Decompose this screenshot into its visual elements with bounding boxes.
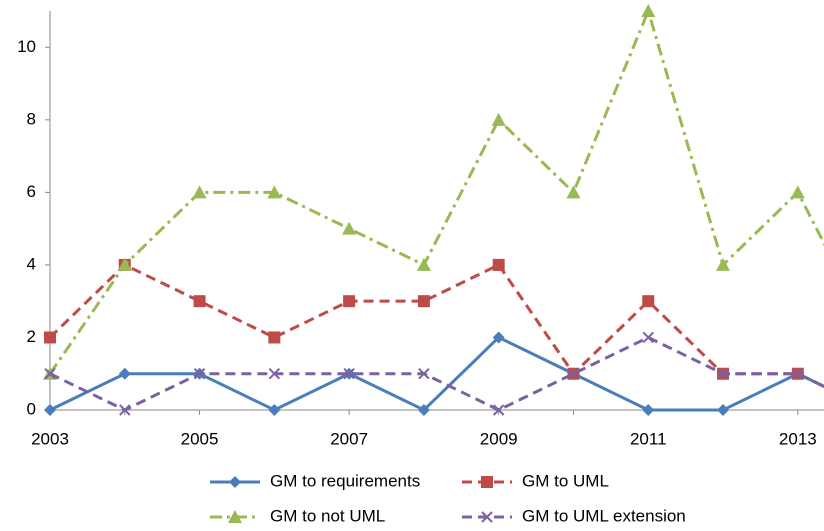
data-point xyxy=(792,368,804,380)
data-point xyxy=(567,368,580,380)
x-tick-label: 2011 xyxy=(630,429,667,448)
data-point xyxy=(44,404,56,416)
legend-item: GM to UML xyxy=(462,471,609,490)
data-point xyxy=(193,368,206,380)
legend-marker xyxy=(229,476,241,488)
legend-label: GM to requirements xyxy=(270,471,420,490)
legend-item: GM to UML extension xyxy=(462,506,686,525)
series-line xyxy=(48,6,824,375)
data-point xyxy=(268,368,281,380)
data-point xyxy=(268,331,281,344)
data-point xyxy=(566,185,581,199)
data-point xyxy=(117,257,132,271)
data-point xyxy=(492,404,505,416)
data-point xyxy=(790,185,805,199)
data-point xyxy=(193,295,206,308)
legend-label: GM to not UML xyxy=(270,506,385,525)
legend-item: GM to requirements xyxy=(210,471,420,490)
x-tick-label: 2013 xyxy=(779,429,817,448)
y-tick-label: 6 xyxy=(27,182,36,201)
data-point xyxy=(642,295,655,308)
y-tick-label: 4 xyxy=(27,254,36,273)
data-point xyxy=(44,331,56,344)
y-tick-label: 8 xyxy=(27,109,36,128)
data-point xyxy=(268,404,281,416)
data-point xyxy=(491,112,506,126)
legend-marker xyxy=(481,476,493,488)
data-point xyxy=(417,404,430,416)
data-point xyxy=(118,367,131,380)
x-tick-label: 2009 xyxy=(480,429,518,448)
data-point xyxy=(716,257,731,271)
data-point xyxy=(192,185,207,199)
data-point xyxy=(717,368,729,380)
x-tick-label: 2005 xyxy=(181,429,219,448)
data-point xyxy=(717,404,730,416)
data-point xyxy=(416,257,431,271)
data-point xyxy=(642,404,655,416)
data-point xyxy=(417,295,430,308)
legend-item: GM to not UML xyxy=(210,506,385,525)
data-point xyxy=(44,368,56,380)
data-point xyxy=(492,331,505,344)
x-tick-label: 2003 xyxy=(31,429,69,448)
data-point xyxy=(642,331,654,344)
y-tick-label: 10 xyxy=(17,37,36,56)
legend-marker xyxy=(481,511,493,523)
data-point xyxy=(267,185,282,199)
series-line xyxy=(49,335,824,412)
data-point xyxy=(641,4,656,17)
y-tick-label: 0 xyxy=(27,399,36,418)
legend-label: GM to UML extension xyxy=(522,506,686,525)
series-line xyxy=(48,262,824,389)
data-point xyxy=(418,368,430,380)
series-line xyxy=(49,335,824,412)
data-point xyxy=(119,404,131,416)
legend-marker xyxy=(228,510,242,523)
y-tick-label: 2 xyxy=(27,327,36,346)
data-point xyxy=(342,221,357,235)
data-point xyxy=(343,368,355,380)
data-point xyxy=(492,258,505,271)
data-point xyxy=(343,295,356,308)
x-tick-label: 2007 xyxy=(330,429,368,448)
legend-label: GM to UML xyxy=(522,471,609,490)
